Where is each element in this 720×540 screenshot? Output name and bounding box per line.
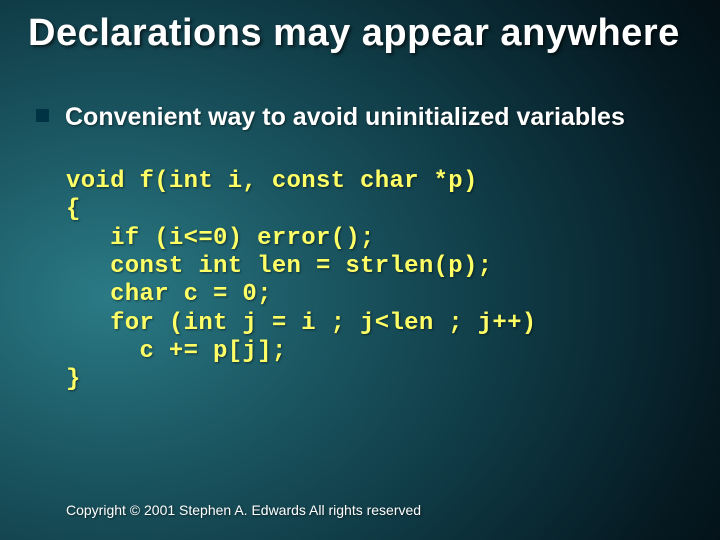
copyright-text: Copyright © 2001 Stephen A. Edwards All … — [66, 502, 421, 518]
bullet-marker — [36, 109, 49, 122]
bullet-row: Convenient way to avoid uninitialized va… — [0, 55, 720, 132]
slide-title: Declarations may appear anywhere — [0, 0, 720, 55]
code-block: void f(int i, const char *p) { if (i<=0)… — [0, 132, 720, 395]
bullet-text: Convenient way to avoid uninitialized va… — [65, 103, 625, 132]
